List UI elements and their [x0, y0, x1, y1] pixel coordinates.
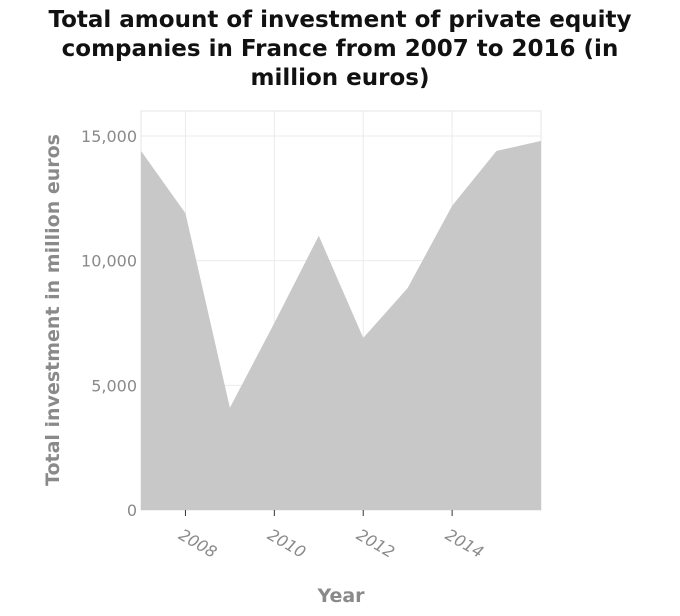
x-tick-label: 2010 — [264, 525, 309, 562]
y-tick-label: 0 — [127, 501, 137, 520]
x-tick-label: 2014 — [442, 525, 487, 562]
y-ticks: 0 5,000 10,000 15,000 — [81, 127, 137, 520]
y-tick-label: 5,000 — [91, 376, 137, 395]
x-ticks: 2008 2010 2012 2014 — [175, 510, 487, 562]
series-area — [141, 140, 541, 511]
y-axis-label: Total investment in million euros — [42, 134, 64, 486]
y-tick-label: 10,000 — [81, 252, 137, 271]
y-tick-label: 15,000 — [81, 127, 137, 146]
x-tick-label: 2012 — [353, 525, 398, 562]
x-axis-label: Year — [316, 585, 365, 607]
chart-title: Total amount of investment of private eq… — [48, 7, 632, 91]
x-tick-label: 2008 — [175, 525, 220, 562]
